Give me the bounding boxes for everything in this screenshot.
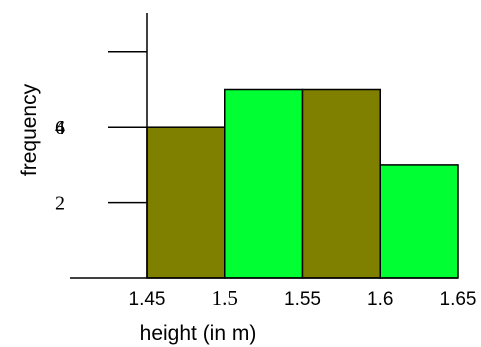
x-tick-label: 1.45 [129, 289, 166, 310]
axes-layer [70, 13, 458, 279]
x-tick-label: 1.5 [212, 286, 238, 310]
y-tick-label: 2 [55, 193, 65, 215]
y-tick-label: 6 [55, 117, 65, 139]
histogram-bar-3 [301, 88, 381, 279]
y-tick-label: 4 [55, 117, 65, 139]
bars-layer [146, 88, 459, 279]
x-tick-label: 1.65 [440, 289, 477, 310]
histogram-bar-1 [146, 126, 226, 279]
x-tick-label: 1.6 [367, 289, 393, 310]
x-axis-title: height (in m) [140, 322, 257, 345]
labels-layer: 2 46 1.45 1.5 1.55 1.6 1.65 [55, 117, 476, 310]
histogram-bar-4 [379, 164, 459, 279]
ticks-layer [108, 51, 147, 204]
y-axis-title: frequency [18, 83, 41, 176]
histogram-bar-2 [224, 88, 304, 279]
x-tick-label: 1.55 [284, 289, 321, 310]
